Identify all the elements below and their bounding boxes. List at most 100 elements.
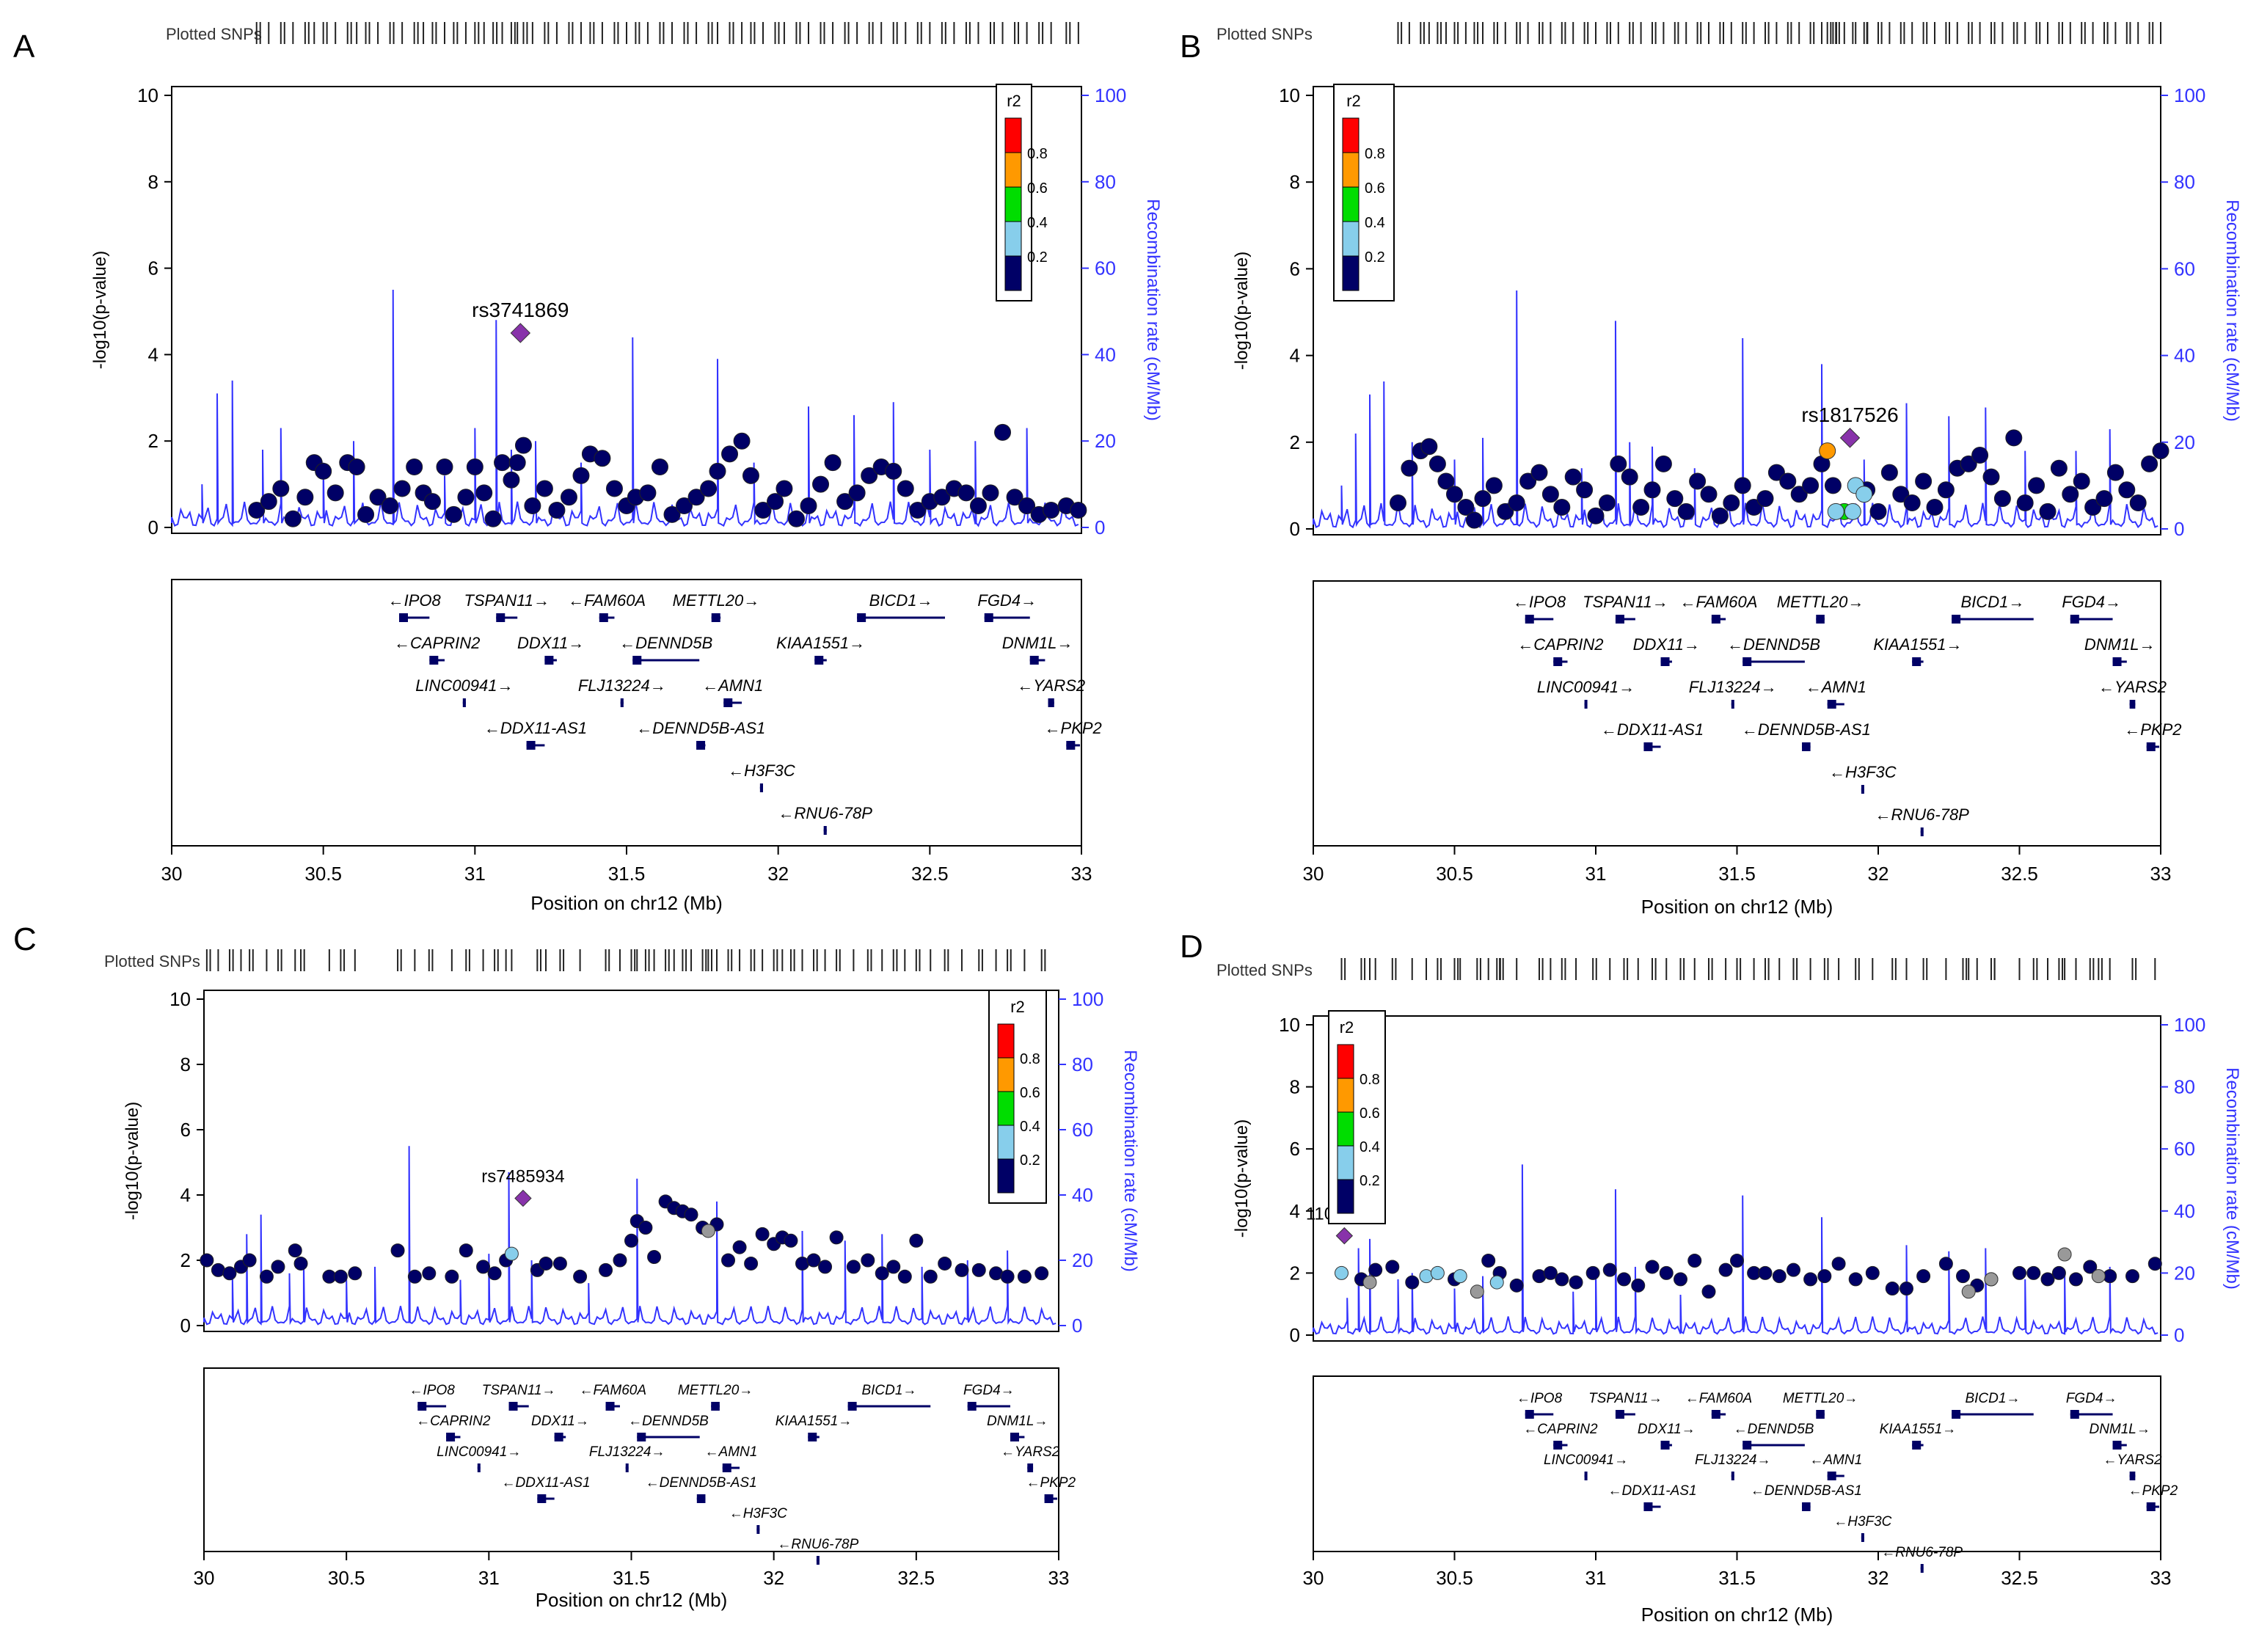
x-tick-label: 32 (1868, 1567, 1889, 1589)
snp-point (1385, 1260, 1400, 1274)
gene-exon (1711, 615, 1720, 624)
y-left-tick-label: 8 (148, 171, 158, 193)
gene-exon (814, 656, 824, 665)
snp-point (1730, 1253, 1744, 1268)
gene-exon (756, 1525, 760, 1534)
gene-exon (1660, 657, 1670, 666)
plotted-snps-label: Plotted SNPs (104, 952, 200, 971)
gene-exon (2146, 742, 2156, 751)
gene-exon (429, 656, 439, 665)
gene-exon (1802, 742, 1811, 751)
snp-point (1465, 511, 1483, 529)
snp-point (1643, 481, 1661, 499)
y-left-tick-label: 6 (1290, 257, 1300, 279)
gene-label: DDX11→ (517, 634, 584, 652)
snp-point (1645, 1260, 1660, 1274)
gene-exon (1525, 615, 1534, 624)
legend-swatch (1342, 255, 1360, 291)
lead-snp-label: rs7485934 (481, 1166, 564, 1186)
x-tick-label: 32.5 (2001, 863, 2038, 885)
snp-point (272, 480, 290, 497)
legend-tick-label: 0.6 (1365, 180, 1385, 197)
snp-point (721, 1253, 736, 1268)
y-left-tick-label: 4 (1290, 1200, 1300, 1222)
gene-exon (808, 1433, 817, 1441)
snp-point (1756, 490, 1774, 508)
gene-exon (711, 613, 720, 622)
snp-point (1610, 455, 1627, 472)
legend-swatch (1004, 255, 1022, 291)
gene-label: ←AMN1 (705, 1444, 758, 1460)
legend-swatch (997, 1023, 1015, 1059)
gene-label: TSPAN11→ (482, 1383, 556, 1398)
gene-exon (1525, 1410, 1534, 1419)
snp-point (1530, 464, 1548, 481)
gene-exon (847, 1402, 857, 1411)
y-right-tick-label: 80 (1072, 1053, 1093, 1075)
snp-point (1617, 1272, 1631, 1287)
snp-point (1446, 486, 1463, 503)
snp-point (1701, 1284, 1716, 1299)
legend-swatch (1337, 1145, 1354, 1180)
gene-label: ←H3F3C (728, 761, 795, 780)
x-tick-label: 30 (161, 863, 183, 885)
snp-points (1335, 1247, 2162, 1299)
legend-tick-label: 0.2 (1020, 1152, 1040, 1169)
snp-point (776, 480, 793, 497)
snp-point (1938, 1257, 1953, 1271)
gene-exon (2070, 615, 2079, 624)
snp-point (1831, 1257, 1846, 1271)
gene-exon (399, 613, 408, 622)
legend-swatch (1342, 221, 1360, 257)
gene-label: ←DDX11-AS1 (1601, 720, 1704, 739)
legend-tick-label: 0.6 (1020, 1085, 1040, 1101)
gene-exon (1066, 741, 1076, 750)
r2-legend: r2 0.8 0.6 0.4 0.2 (988, 990, 1047, 1204)
snp-point (1916, 1269, 1931, 1284)
gene-exon (1920, 827, 1924, 836)
y-right-tick-label: 80 (2174, 171, 2195, 193)
y-left-tick-label: 4 (148, 343, 158, 365)
snp-point (957, 484, 975, 502)
snp-point (1700, 486, 1718, 503)
panel-b: B Plotted SNPs 0 2 4 6 8 10 -log10(p-value) 0 20 40… (1180, 22, 2242, 918)
gene-label: DDX11→ (531, 1414, 589, 1429)
snp-point (1034, 1266, 1049, 1281)
snp-point (955, 1262, 969, 1277)
snp-point (1401, 459, 1418, 477)
snp-point (1508, 494, 1525, 512)
snp-point (484, 510, 502, 527)
y-right-tick-label: 60 (1072, 1119, 1093, 1141)
gene-label: ←CAPRIN2 (1517, 635, 1603, 654)
snp-point (909, 1233, 924, 1248)
y-right-tick-label: 80 (2174, 1076, 2195, 1098)
legend-swatch (1342, 186, 1360, 222)
snp-point-ld (1819, 442, 1836, 460)
snp-point (1674, 1272, 1687, 1287)
snp-point (732, 1240, 747, 1254)
gene-label: ←H3F3C (1829, 763, 1897, 781)
y-axis-left-label: -log10(p-value) (1232, 1119, 1252, 1238)
snp-point (2095, 490, 2113, 508)
snp-point (445, 1269, 459, 1284)
snp-point (503, 471, 520, 489)
gene-label: DDX11→ (1633, 635, 1700, 654)
snp-point (407, 1269, 422, 1284)
plot-frame (171, 86, 1082, 534)
plot-frame (1313, 1015, 2161, 1342)
gene-exon (544, 656, 554, 665)
y-left-tick-label: 0 (148, 516, 158, 538)
gene-label: FGD4→ (2062, 593, 2121, 611)
gene-label: ←FAM60A (580, 1383, 647, 1398)
snp-point (1824, 477, 1842, 494)
snp-point (1070, 501, 1087, 519)
gene-label: ←PKP2 (2124, 720, 2181, 739)
legend-swatch (997, 1158, 1015, 1194)
gene-exon (1731, 700, 1734, 709)
snp-point (2026, 1265, 2041, 1280)
r2-legend: r2 0.8 0.6 0.4 0.2 (1328, 1010, 1386, 1224)
legend-tick-label: 0.4 (1360, 1139, 1380, 1155)
snp-point (293, 1256, 308, 1271)
snp-point (647, 1250, 662, 1265)
y-right-tick-label: 40 (2174, 1200, 2195, 1222)
